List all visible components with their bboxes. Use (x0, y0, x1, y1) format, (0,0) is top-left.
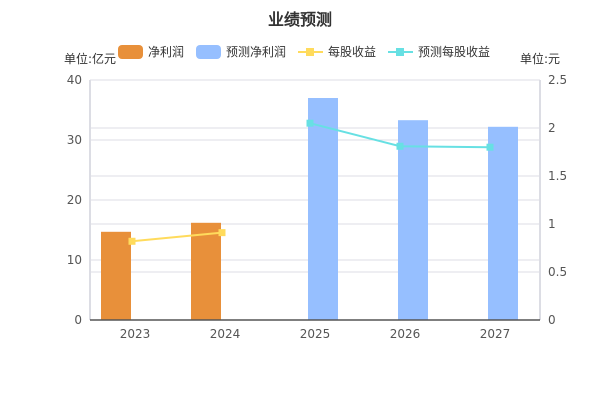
legend-label: 净利润 (148, 45, 185, 59)
legend-label: 预测净利润 (226, 45, 287, 59)
y-tick-left: 40 (67, 73, 82, 87)
legend-item-forecast-eps[interactable]: 预测每股收益 (388, 43, 490, 60)
legend-swatch (118, 44, 143, 59)
y-tick-left: 30 (67, 133, 82, 147)
y-tick-right: 2.5 (548, 73, 567, 87)
legend-label: 预测每股收益 (418, 45, 491, 59)
legend-item-forecast-net-profit[interactable]: 预测净利润 (196, 43, 286, 60)
y-tick-left: 10 (67, 253, 82, 267)
legend-label: 每股收益 (328, 45, 377, 59)
left-axis-unit: 单位:亿元 (64, 52, 117, 66)
line-point-2025 (306, 119, 314, 127)
bar-2023 (101, 231, 131, 320)
y-tick-right: 0.5 (548, 265, 567, 279)
bar-2024 (191, 222, 221, 320)
y-tick-right: 1.5 (548, 169, 567, 183)
line-point-2023 (128, 237, 136, 245)
legend-swatch (388, 45, 414, 59)
legend-swatch (298, 45, 324, 59)
bar-2027 (488, 126, 518, 320)
right-axis-unit: 单位:元 (520, 52, 561, 66)
line-point-2024 (218, 229, 226, 237)
y-tick-right: 1 (548, 217, 556, 231)
legend-item-eps[interactable]: 每股收益 (298, 43, 376, 60)
x-tick: 2025 (300, 327, 331, 341)
x-tick: 2024 (210, 327, 241, 341)
legend: 净利润 预测净利润 每股收益 预测每股收益 (118, 43, 490, 60)
y-tick-right: 2 (548, 121, 556, 135)
y-tick-left: 0 (74, 313, 82, 327)
y-tick-left: 20 (67, 193, 82, 207)
x-tick: 2023 (120, 327, 151, 341)
line-series (131, 231, 223, 243)
x-tick: 2026 (390, 327, 421, 341)
line-point-2026 (396, 142, 404, 150)
legend-swatch (196, 44, 222, 59)
bar-2026 (398, 120, 428, 320)
y-tick-right: 0 (548, 313, 556, 327)
line-point-2027 (486, 143, 494, 151)
chart-title: 业绩预测 (267, 10, 332, 29)
bar-2025 (308, 98, 338, 320)
x-tick: 2027 (480, 327, 511, 341)
legend-item-net-profit[interactable]: 净利润 (118, 43, 184, 60)
